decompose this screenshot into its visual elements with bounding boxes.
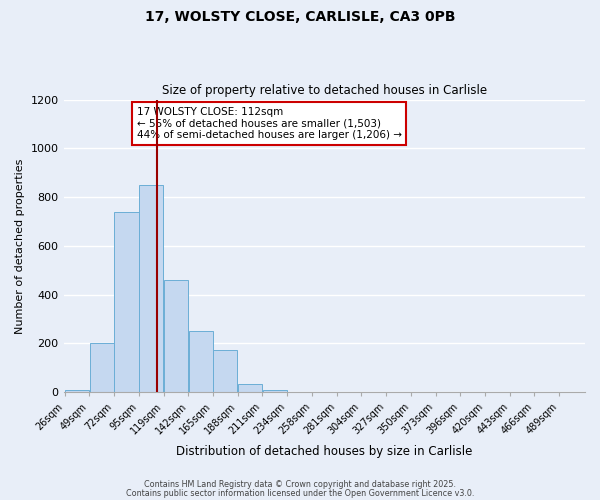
Bar xyxy=(164,280,188,392)
Bar xyxy=(65,390,89,392)
Text: 17, WOLSTY CLOSE, CARLISLE, CA3 0PB: 17, WOLSTY CLOSE, CARLISLE, CA3 0PB xyxy=(145,10,455,24)
Title: Size of property relative to detached houses in Carlisle: Size of property relative to detached ho… xyxy=(162,84,487,97)
Bar xyxy=(213,350,238,392)
Bar xyxy=(139,185,163,392)
Bar xyxy=(89,344,114,392)
Bar xyxy=(115,212,139,392)
Bar xyxy=(263,390,287,392)
Text: Contains HM Land Registry data © Crown copyright and database right 2025.: Contains HM Land Registry data © Crown c… xyxy=(144,480,456,489)
Y-axis label: Number of detached properties: Number of detached properties xyxy=(15,158,25,334)
Bar xyxy=(238,384,262,392)
Text: Contains public sector information licensed under the Open Government Licence v3: Contains public sector information licen… xyxy=(126,488,474,498)
Bar xyxy=(188,332,213,392)
X-axis label: Distribution of detached houses by size in Carlisle: Distribution of detached houses by size … xyxy=(176,444,472,458)
Text: 17 WOLSTY CLOSE: 112sqm
← 55% of detached houses are smaller (1,503)
44% of semi: 17 WOLSTY CLOSE: 112sqm ← 55% of detache… xyxy=(137,107,401,140)
